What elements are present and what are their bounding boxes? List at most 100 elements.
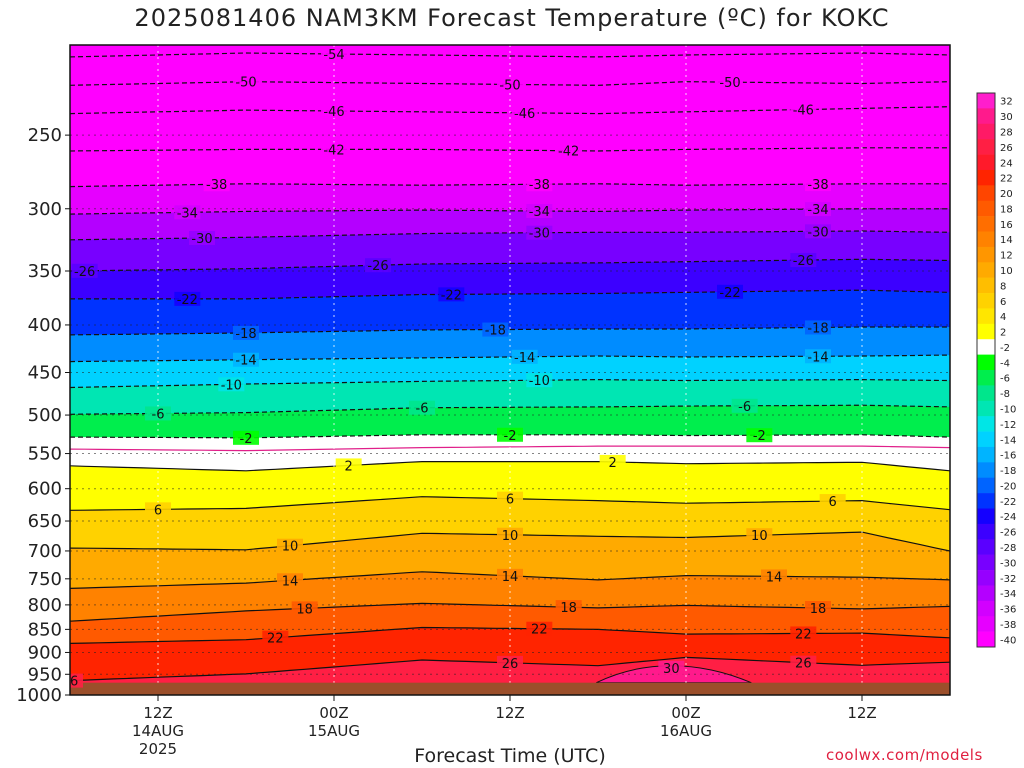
isotherm--10 (70, 378, 950, 389)
contour-label-bg (335, 458, 362, 473)
contour-label-bg (805, 349, 831, 364)
contour-label: -34 (529, 205, 550, 220)
colorbar-swatch (977, 123, 995, 140)
contour-label: -42 (323, 143, 344, 158)
contour-label: -18 (485, 324, 506, 339)
colorbar-label: 14 (1000, 235, 1013, 246)
contour-label: -46 (514, 107, 535, 122)
colorbar-swatch (977, 293, 995, 309)
colorbar-swatch (977, 431, 995, 448)
colorbar-swatch (977, 416, 995, 432)
contour-label: 10 (282, 540, 299, 555)
contour-label: -54 (323, 48, 344, 63)
contour-label-bg (189, 230, 215, 245)
contour-label: -10 (529, 374, 550, 389)
isotherm--54 (70, 52, 950, 58)
colorbar-swatch (977, 154, 995, 171)
x-tick-label: 14AUG (132, 722, 184, 740)
contour-label-bg (365, 258, 391, 273)
colorbar-label: -20 (1000, 481, 1016, 492)
y-tick-label: 350 (28, 261, 62, 282)
x-tick-label: 00Z (319, 704, 348, 722)
contour-label: -6 (152, 407, 165, 422)
colorbar-label: -14 (1000, 435, 1016, 446)
contour-label-bg (497, 427, 523, 442)
colorbar-label: -22 (1000, 497, 1016, 508)
contour-label-bg (497, 491, 523, 506)
x-tick-label: 12Z (847, 704, 876, 722)
contour-label: -38 (807, 178, 828, 193)
y-tick-label: 250 (28, 125, 62, 146)
colorbar-label: -32 (1000, 574, 1016, 585)
contour-label-bg (731, 398, 758, 413)
colorbar-label: 16 (1000, 220, 1013, 231)
colorbar-label: -16 (1000, 451, 1016, 462)
ground-surface (70, 682, 950, 695)
colorbar-label: 6 (1000, 297, 1006, 308)
isotherm--26 (70, 258, 950, 272)
colorbar-label: -26 (1000, 528, 1016, 539)
contour-label: 2 (345, 459, 353, 474)
colorbar-label: -10 (1000, 404, 1016, 415)
x-tick-label: 2025 (139, 740, 177, 758)
contour-label: 14 (282, 574, 299, 589)
contour-label-bg (526, 373, 553, 388)
colorbar-label: -2 (1000, 343, 1010, 354)
colorbar-swatch (977, 462, 995, 479)
colorbar-swatch (977, 508, 995, 525)
contour-label: 22 (795, 627, 812, 642)
isotherm--6 (70, 404, 950, 415)
contour-label: 10 (751, 529, 768, 544)
contour-label-bg (526, 621, 553, 636)
colorbar-label: -40 (1000, 635, 1016, 646)
contour-label: -14 (807, 350, 828, 365)
colorbar-swatch (977, 200, 995, 217)
contour-label: 26 (62, 675, 79, 690)
x-tick-label: 00Z (671, 704, 700, 722)
y-tick-label: 750 (28, 569, 62, 590)
ground-fill (70, 682, 950, 695)
colorbar-swatch (977, 554, 995, 571)
contour-label: 18 (560, 601, 577, 616)
contour-label-bg (277, 538, 303, 553)
contour-label: -14 (514, 351, 535, 366)
contour-label-bg (174, 291, 201, 306)
colorbar-label: -12 (1000, 420, 1016, 431)
contour-label: 26 (502, 657, 519, 672)
isotherm-18 (70, 602, 950, 622)
isotherm--18 (70, 326, 950, 336)
x-tick-label: 12Z (495, 704, 524, 722)
contour-label: -14 (235, 354, 256, 369)
contour-label: 30 (663, 662, 680, 677)
colorbar-label: 24 (1000, 158, 1013, 169)
contour-label-bg (409, 400, 435, 415)
colorbar-swatch (977, 231, 995, 248)
isotherm-2 (70, 461, 950, 472)
contour-label: -50 (235, 76, 256, 91)
colorbar-swatch (977, 539, 995, 555)
colorbar-swatch (977, 600, 995, 617)
colorbar-swatch (977, 246, 995, 263)
contour-label: -50 (499, 78, 520, 93)
colorbar-swatch (977, 370, 995, 386)
contour-label-bg (511, 105, 538, 120)
contour-label-bg (746, 428, 773, 443)
contour-label: 2 (609, 456, 617, 471)
contour-label: 10 (502, 529, 519, 544)
colorbar-swatch (977, 493, 995, 509)
contour-label-bg (805, 224, 831, 239)
contour-label-bg (805, 601, 831, 616)
contour-label-bg (497, 655, 523, 670)
colorbar-swatch (977, 400, 995, 417)
colorbar-swatch (977, 262, 995, 278)
colorbar-label: -4 (1000, 358, 1010, 369)
colorbar-swatch (977, 108, 995, 125)
isotherm--22 (70, 289, 950, 300)
colorbar-label: -6 (1000, 374, 1010, 385)
contour-label-bg (761, 569, 787, 584)
contour-label: 6 (154, 503, 162, 518)
colorbar-label: 32 (1000, 97, 1013, 108)
contour-label: -26 (793, 254, 814, 269)
contour-label-bg (497, 568, 523, 583)
